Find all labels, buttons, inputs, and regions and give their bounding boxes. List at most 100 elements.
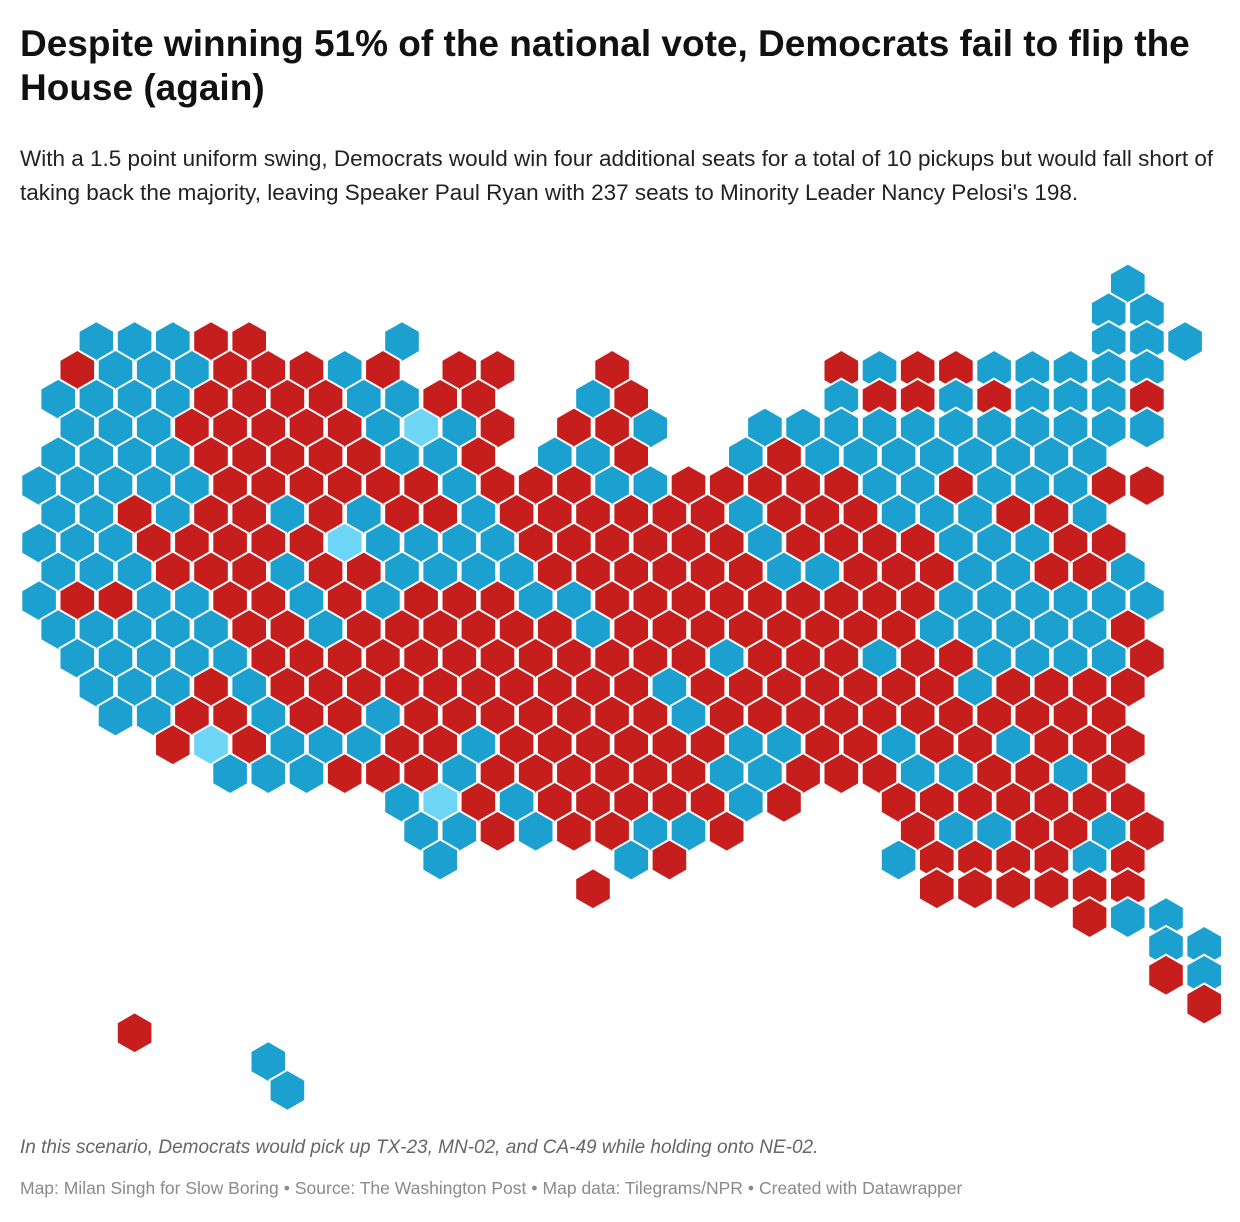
- democratic-seat-hex: [440, 521, 479, 565]
- republican-seat-hex: [898, 809, 937, 853]
- democratic-seat-hex: [746, 751, 784, 796]
- democratic-seat-hex: [39, 435, 77, 479]
- republican-seat-hex: [115, 492, 154, 537]
- republican-seat-hex: [478, 348, 517, 393]
- republican-seat-hex: [364, 463, 402, 508]
- democratic-seat-hex: [154, 492, 192, 537]
- republican-seat-hex: [211, 521, 249, 565]
- republican-seat-hex: [631, 636, 670, 681]
- republican-seat-hex: [211, 406, 249, 450]
- republican-seat-hex: [918, 550, 956, 594]
- democratic-seat-hex: [20, 579, 58, 623]
- republican-seat-hex: [1089, 751, 1128, 796]
- democratic-seat-hex: [173, 463, 211, 508]
- democratic-seat-hex: [746, 406, 784, 450]
- democratic-seat-hex: [727, 435, 765, 479]
- republican-seat-hex: [249, 579, 288, 623]
- republican-seat-hex: [1051, 694, 1090, 738]
- democratic-seat-hex: [975, 809, 1013, 853]
- republican-seat-hex: [306, 550, 345, 594]
- democratic-seat-hex: [631, 406, 670, 450]
- republican-seat-hex: [478, 579, 517, 623]
- democratic-seat-hex: [249, 694, 288, 738]
- democratic-seat-hex: [58, 521, 97, 565]
- republican-seat-hex: [631, 579, 670, 623]
- republican-seat-hex: [192, 435, 230, 479]
- republican-seat-hex: [918, 867, 956, 911]
- democratic-pickup-hex: [402, 406, 440, 450]
- democratic-seat-hex: [96, 521, 135, 565]
- democratic-seat-hex: [383, 377, 421, 421]
- democratic-seat-hex: [440, 751, 479, 796]
- democratic-seat-hex: [1013, 579, 1052, 623]
- republican-seat-hex: [306, 377, 345, 421]
- republican-seat-hex: [211, 579, 249, 623]
- democratic-seat-hex: [994, 550, 1032, 594]
- republican-seat-hex: [631, 521, 670, 565]
- republican-seat-hex: [154, 723, 192, 767]
- democratic-seat-hex: [77, 492, 116, 537]
- democratic-seat-hex: [459, 492, 498, 537]
- democratic-seat-hex: [975, 521, 1013, 565]
- republican-seat-hex: [1070, 665, 1109, 709]
- republican-seat-hex: [650, 550, 689, 594]
- democratic-seat-hex: [115, 377, 154, 421]
- democratic-seat-hex: [937, 579, 975, 623]
- republican-seat-hex: [1032, 492, 1071, 537]
- republican-seat-hex: [860, 521, 899, 565]
- republican-seat-hex: [746, 463, 784, 508]
- republican-seat-hex: [516, 636, 555, 681]
- republican-seat-hex: [688, 550, 727, 594]
- democratic-seat-hex: [956, 665, 994, 709]
- democratic-seat-hex: [727, 780, 765, 825]
- democratic-seat-hex: [1051, 751, 1090, 796]
- republican-seat-hex: [688, 723, 727, 767]
- republican-seat-hex: [650, 723, 689, 767]
- republican-seat-hex: [364, 636, 402, 681]
- democratic-seat-hex: [364, 694, 402, 738]
- republican-seat-hex: [1109, 607, 1147, 652]
- democratic-seat-hex: [325, 348, 364, 393]
- republican-seat-hex: [784, 521, 822, 565]
- democratic-seat-hex: [574, 607, 612, 652]
- republican-seat-hex: [918, 780, 956, 825]
- republican-seat-hex: [516, 751, 555, 796]
- republican-seat-hex: [325, 751, 364, 796]
- republican-seat-hex: [1013, 694, 1052, 738]
- republican-seat-hex: [1070, 550, 1109, 594]
- democratic-seat-hex: [765, 723, 803, 767]
- republican-seat-hex: [707, 521, 746, 565]
- democratic-seat-hex: [364, 579, 402, 623]
- democratic-seat-hex: [956, 435, 994, 479]
- democratic-seat-hex: [612, 838, 650, 882]
- republican-seat-hex: [459, 665, 498, 709]
- democratic-seat-hex: [1013, 406, 1052, 450]
- democratic-seat-hex: [1166, 319, 1204, 364]
- republican-seat-hex: [574, 492, 612, 537]
- republican-seat-hex: [956, 780, 994, 825]
- republican-seat-hex: [593, 751, 631, 796]
- republican-seat-hex: [918, 665, 956, 709]
- republican-seat-hex: [879, 607, 918, 652]
- republican-seat-hex: [1089, 463, 1128, 508]
- republican-seat-hex: [841, 607, 880, 652]
- republican-seat-hex: [841, 550, 880, 594]
- democratic-seat-hex: [1128, 406, 1166, 450]
- republican-seat-hex: [421, 607, 459, 652]
- republican-seat-hex: [1070, 895, 1109, 940]
- house-hex-map: [20, 262, 1223, 1113]
- democratic-seat-hex: [134, 406, 173, 450]
- republican-seat-hex: [555, 521, 593, 565]
- republican-seat-hex: [192, 665, 230, 709]
- democratic-seat-hex: [975, 463, 1013, 508]
- republican-seat-hex: [574, 723, 612, 767]
- republican-seat-hex: [727, 550, 765, 594]
- republican-seat-hex: [765, 607, 803, 652]
- democratic-seat-hex: [860, 636, 899, 681]
- democratic-seat-hex: [134, 463, 173, 508]
- democratic-seat-hex: [268, 492, 307, 537]
- republican-seat-hex: [746, 636, 784, 681]
- republican-seat-hex: [306, 665, 345, 709]
- republican-seat-hex: [650, 780, 689, 825]
- republican-seat-hex: [249, 636, 288, 681]
